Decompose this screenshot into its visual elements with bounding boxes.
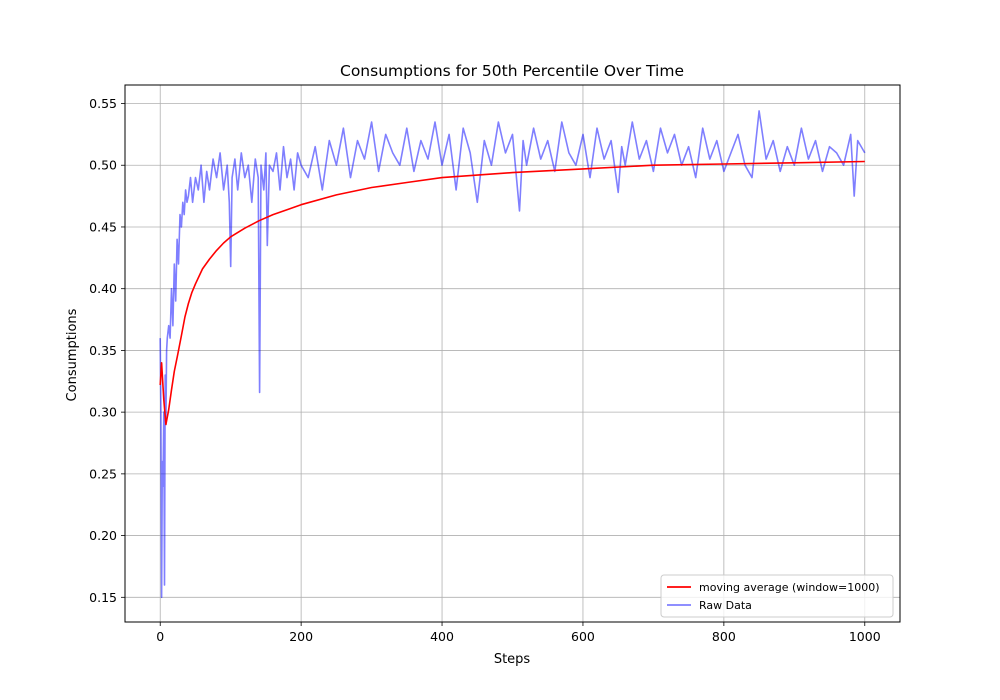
y-tick-label: 0.55: [89, 96, 117, 111]
y-tick-label: 0.20: [89, 528, 117, 543]
series-line-raw-data: [159, 110, 866, 599]
x-tick-label: 400: [430, 629, 454, 644]
grid-lines: [125, 85, 900, 622]
y-tick-label: 0.35: [89, 343, 117, 358]
series-line-moving-average: [159, 160, 865, 426]
y-tick-label: 0.50: [89, 158, 117, 173]
y-tick-label: 0.30: [89, 405, 117, 420]
plot-frame: [124, 84, 901, 623]
y-tick-label: 0.40: [89, 281, 117, 296]
x-tick-label: 800: [712, 629, 736, 644]
y-axis-label: Consumptions: [65, 308, 80, 401]
legend-box: [660, 574, 894, 618]
legend-label: Raw Data: [699, 599, 752, 612]
x-tick-label: 200: [289, 629, 313, 644]
legend-label: moving average (window=1000): [699, 581, 880, 594]
x-tick-label: 0: [156, 629, 164, 644]
axis-ticks: 0 200 400 600 800 1000 0.15 0.20 0.25 0.30 0.35 0.4…: [89, 96, 881, 644]
x-tick-label: 600: [571, 629, 595, 644]
legend: moving average (window=1000) Raw Data: [660, 574, 894, 618]
y-tick-label: 0.15: [89, 590, 117, 605]
series-layer: [159, 110, 866, 599]
x-axis-label: Steps: [494, 652, 531, 667]
y-tick-label: 0.45: [89, 219, 117, 234]
chart-title: Consumptions for 50th Percentile Over Ti…: [340, 62, 684, 80]
y-tick-label: 0.25: [89, 466, 117, 481]
x-tick-label: 1000: [849, 629, 881, 644]
